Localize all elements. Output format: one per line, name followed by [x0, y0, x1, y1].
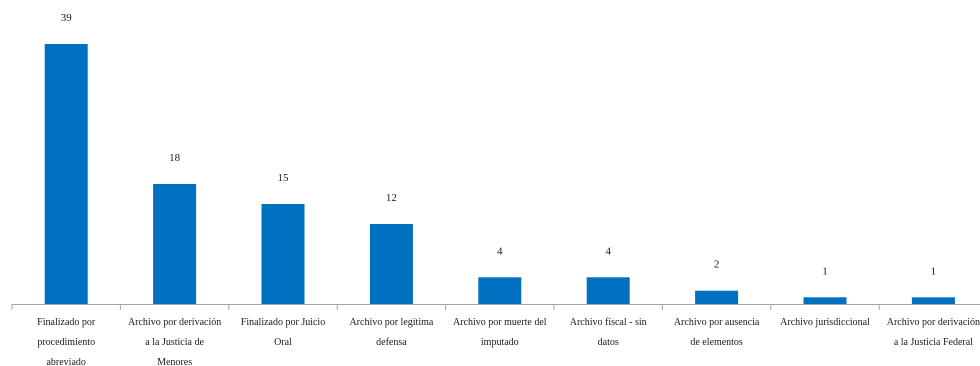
category-label: Archivo fiscal - sin datos	[570, 317, 647, 348]
category-label-line: Archivo por ausencia	[674, 317, 760, 328]
bar	[261, 204, 305, 304]
category-label-line: de elementos	[690, 337, 743, 348]
category-label-line: Archivo por legítima	[349, 317, 433, 328]
category-label: Archivo jurisdiccional	[780, 317, 870, 328]
category-label: Archivo por muerte del imputado	[453, 317, 547, 348]
category-label-line: Archivo por muerte del	[453, 317, 547, 328]
data-label: 4	[497, 245, 503, 257]
data-label: 1	[822, 265, 828, 277]
value-labels-group: 39 18 15 12 4 4 2 1 1	[61, 12, 936, 277]
bar	[586, 277, 630, 304]
bar	[478, 277, 522, 304]
data-label: 1	[931, 265, 937, 277]
category-label-line: defensa	[376, 337, 407, 348]
category-label-line: abreviado	[46, 357, 85, 366]
data-label: 15	[278, 172, 290, 184]
bars-group	[44, 44, 955, 304]
category-label-line: Oral	[274, 337, 292, 348]
category-label-line: Archivo por derivación	[887, 317, 980, 328]
category-label: Archivo por ausencia de elementos	[674, 317, 760, 348]
x-axis-ticks-group	[11, 304, 880, 310]
category-label-line: Finalizado por	[37, 317, 96, 328]
category-label: Archivo por derivación a la Justicia de Me…	[128, 317, 221, 366]
category-label-line: a la Justicia Federal	[894, 337, 973, 348]
data-label: 12	[386, 192, 397, 204]
bar	[911, 297, 955, 304]
category-label: Finalizado por Juicio Oral	[241, 317, 325, 348]
category-label-line: datos	[598, 337, 619, 348]
category-label: Archivo por legítima defensa	[349, 317, 433, 348]
bar	[695, 290, 739, 304]
category-labels-group: Finalizado por procedimiento abreviado Arch…	[37, 317, 980, 366]
category-label-line: Archivo por derivación	[128, 317, 221, 328]
category-label: Archivo por derivación a la Justicia Fede…	[887, 317, 980, 348]
category-label-line: imputado	[481, 337, 519, 348]
data-label: 39	[61, 12, 73, 24]
category-label-line: a la Justicia de	[145, 337, 204, 348]
bar	[153, 184, 197, 304]
category-label-line: Archivo fiscal - sin	[570, 317, 647, 328]
bar	[803, 297, 847, 304]
bar	[44, 44, 88, 304]
category-label-line: Menores	[157, 357, 192, 366]
data-label: 2	[714, 259, 720, 271]
category-label: Finalizado por procedimiento abreviado	[37, 317, 96, 366]
data-label: 18	[169, 152, 181, 164]
bar	[369, 224, 413, 304]
category-label-line: Finalizado por Juicio	[241, 317, 325, 328]
category-label-line: Archivo jurisdiccional	[780, 317, 870, 328]
data-label: 4	[605, 245, 611, 257]
category-label-line: procedimiento	[37, 337, 95, 348]
